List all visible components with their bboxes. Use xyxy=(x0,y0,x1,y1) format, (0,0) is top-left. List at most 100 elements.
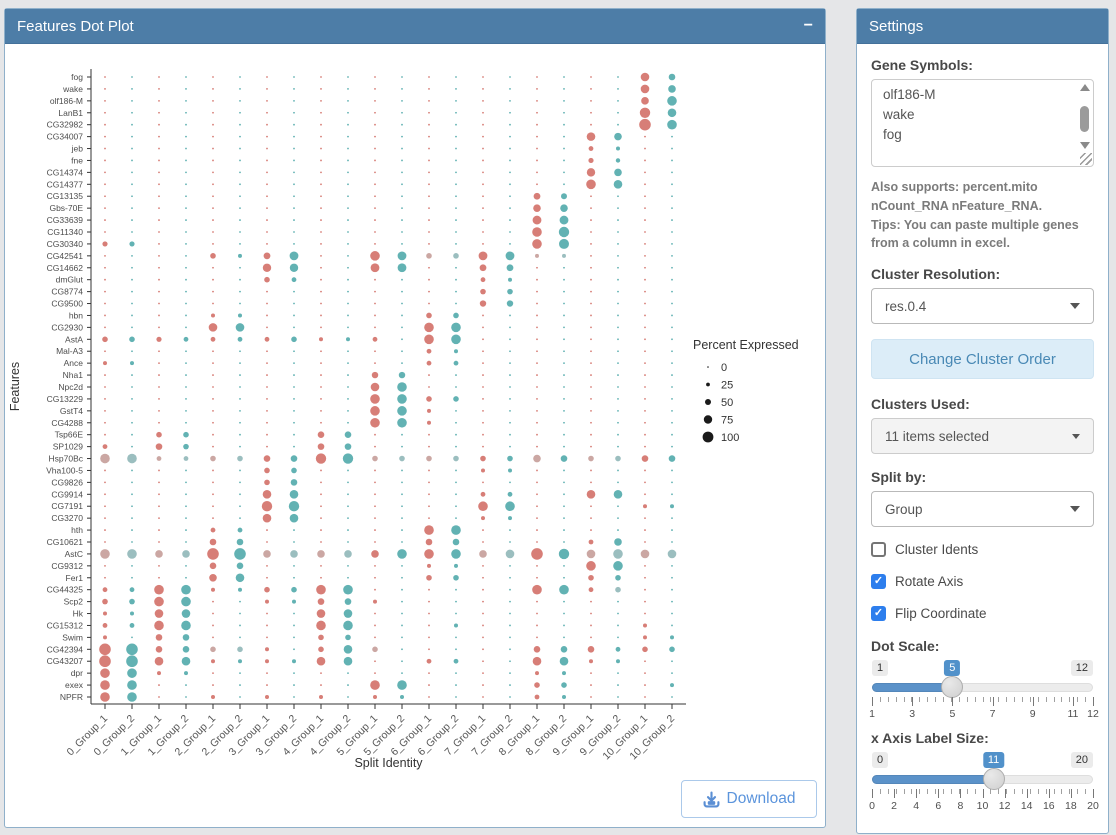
gene-symbol-line: fog xyxy=(883,127,902,142)
gene-symbol-line: wake xyxy=(883,107,915,122)
x-axis-label-size-label: x Axis Label Size: xyxy=(871,730,989,746)
dot-scale-slider[interactable]: 1 12 5 1 3 5 7 9 11 12 xyxy=(869,660,1099,722)
svg-text:Tsp66E: Tsp66E xyxy=(55,430,84,440)
svg-text:Gbs-70E: Gbs-70E xyxy=(49,203,83,213)
slider-tick-label: 3 xyxy=(909,708,916,720)
svg-text:CG14662: CG14662 xyxy=(47,263,84,273)
slider-tick-label: 9 xyxy=(1029,708,1036,720)
slider-grid: 0 2 4 6 8 10 12 14 16 18 20 xyxy=(869,789,1099,813)
checkbox-flip-coordinate[interactable]: ✓ Flip Coordinate xyxy=(871,606,1094,621)
slider-tick-label: 2 xyxy=(891,800,898,812)
checkbox-cluster-idents[interactable]: Cluster Idents xyxy=(871,542,1094,557)
svg-text:75: 75 xyxy=(721,415,733,427)
svg-text:Npc2d: Npc2d xyxy=(58,382,83,392)
slider-handle[interactable] xyxy=(982,768,1005,790)
slider-grid: 1 3 5 7 9 11 12 xyxy=(869,697,1099,721)
svg-text:olf186-M: olf186-M xyxy=(50,96,83,106)
download-icon xyxy=(703,791,719,807)
scrollbar-thumb[interactable] xyxy=(1080,106,1089,132)
gene-symbols-help-text: Also supports: percent.mito nCount_RNA n… xyxy=(871,178,1094,253)
checkbox-rotate-axis[interactable]: ✓ Rotate Axis xyxy=(871,574,1094,589)
download-button[interactable]: Download xyxy=(681,780,817,818)
svg-text:dpr: dpr xyxy=(71,668,83,678)
svg-text:Scp2: Scp2 xyxy=(64,597,84,607)
gene-symbols-label: Gene Symbols: xyxy=(871,57,973,73)
chevron-down-icon xyxy=(1070,506,1080,512)
svg-text:CG7191: CG7191 xyxy=(51,501,83,511)
textarea-scrollbar[interactable] xyxy=(1078,82,1091,151)
slider-tick-label: 20 xyxy=(1087,800,1099,812)
svg-text:CG14377: CG14377 xyxy=(47,179,84,189)
clusters-used-label: Clusters Used: xyxy=(871,396,970,412)
checkbox-checked-icon[interactable]: ✓ xyxy=(871,574,886,589)
dotplot-panel-title: Features Dot Plot xyxy=(17,17,134,35)
svg-text:jeb: jeb xyxy=(71,144,84,154)
svg-text:Nha1: Nha1 xyxy=(63,370,84,380)
svg-text:Swim: Swim xyxy=(62,632,83,642)
svg-text:wake: wake xyxy=(62,84,83,94)
svg-text:CG34007: CG34007 xyxy=(47,132,84,142)
chevron-down-icon xyxy=(1070,303,1080,309)
svg-text:CG32982: CG32982 xyxy=(47,120,84,130)
slider-max-label: 20 xyxy=(1070,752,1093,768)
slider-tick-label: 5 xyxy=(949,708,956,720)
checkbox-checked-icon[interactable]: ✓ xyxy=(871,606,886,621)
checkbox-label: Flip Coordinate xyxy=(895,606,987,621)
gene-symbol-line: olf186-M xyxy=(883,87,936,102)
svg-text:SP1029: SP1029 xyxy=(53,442,84,452)
slider-tick-label: 8 xyxy=(957,800,964,812)
slider-tick-label: 1 xyxy=(869,708,875,720)
svg-text:CG3270: CG3270 xyxy=(51,513,83,523)
svg-text:CG9500: CG9500 xyxy=(51,299,83,309)
svg-text:Ance: Ance xyxy=(64,358,84,368)
split-by-select[interactable]: Group xyxy=(871,491,1094,527)
svg-text:CG9914: CG9914 xyxy=(51,489,83,499)
svg-text:100: 100 xyxy=(721,432,739,444)
svg-text:CG9826: CG9826 xyxy=(51,477,83,487)
gene-symbols-textarea[interactable]: olf186-M wake fog xyxy=(871,79,1094,167)
features-dot-plot-panel: Features Dot Plot − fog wake olf186-M LanB1… xyxy=(4,8,826,828)
svg-text:CG11340: CG11340 xyxy=(47,227,83,237)
svg-text:CG33639: CG33639 xyxy=(47,215,84,225)
help-supports-text: Also supports: percent.mito nCount_RNA n… xyxy=(871,180,1043,213)
settings-panel: Settings Gene Symbols: olf186-M wake fog A… xyxy=(856,8,1109,834)
change-cluster-order-button[interactable]: Change Cluster Order xyxy=(871,339,1094,379)
checkbox-label: Rotate Axis xyxy=(895,574,964,589)
settings-panel-header: Settings xyxy=(857,9,1108,44)
x-axis-label-size-slider[interactable]: 0 20 11 0 2 4 6 8 10 12 14 16 18 20 xyxy=(869,752,1099,814)
svg-text:CG14374: CG14374 xyxy=(47,167,84,177)
slider-tick-label: 12 xyxy=(1087,708,1099,720)
checkbox-unchecked-icon[interactable] xyxy=(871,542,886,557)
svg-text:exex: exex xyxy=(65,680,84,690)
clusters-used-select[interactable]: 11 items selected xyxy=(871,418,1094,454)
svg-text:Features: Features xyxy=(8,362,22,411)
slider-value-badge: 5 xyxy=(944,660,961,676)
scroll-up-icon[interactable] xyxy=(1080,84,1090,91)
slider-value-badge: 11 xyxy=(982,752,1005,768)
chevron-down-icon xyxy=(1072,433,1080,439)
svg-text:CG4288: CG4288 xyxy=(51,418,83,428)
checkbox-label: Cluster Idents xyxy=(895,542,979,557)
scroll-down-icon[interactable] xyxy=(1080,142,1090,149)
cluster-resolution-label: Cluster Resolution: xyxy=(871,266,1001,282)
svg-text:Vha100-5: Vha100-5 xyxy=(46,465,83,475)
cluster-resolution-select[interactable]: res.0.4 xyxy=(871,288,1094,324)
slider-max-label: 12 xyxy=(1070,660,1093,676)
svg-text:dmGlut: dmGlut xyxy=(56,275,84,285)
svg-text:AstC: AstC xyxy=(65,549,83,559)
svg-text:Hk: Hk xyxy=(73,609,84,619)
dot-scale-label: Dot Scale: xyxy=(871,638,940,654)
svg-text:Fer1: Fer1 xyxy=(66,573,84,583)
svg-text:CG2930: CG2930 xyxy=(51,322,83,332)
resize-handle-icon[interactable] xyxy=(1080,153,1092,165)
slider-fill xyxy=(872,775,994,784)
slider-tick-label: 10 xyxy=(976,800,989,812)
slider-fill xyxy=(872,683,953,692)
svg-text:hth: hth xyxy=(71,525,83,535)
slider-tick-label: 7 xyxy=(989,708,996,720)
collapse-panel-button[interactable]: − xyxy=(803,17,813,34)
slider-handle[interactable] xyxy=(941,676,964,698)
svg-text:50: 50 xyxy=(721,397,733,409)
slider-min-label: 0 xyxy=(872,752,889,768)
svg-text:AstA: AstA xyxy=(65,334,83,344)
